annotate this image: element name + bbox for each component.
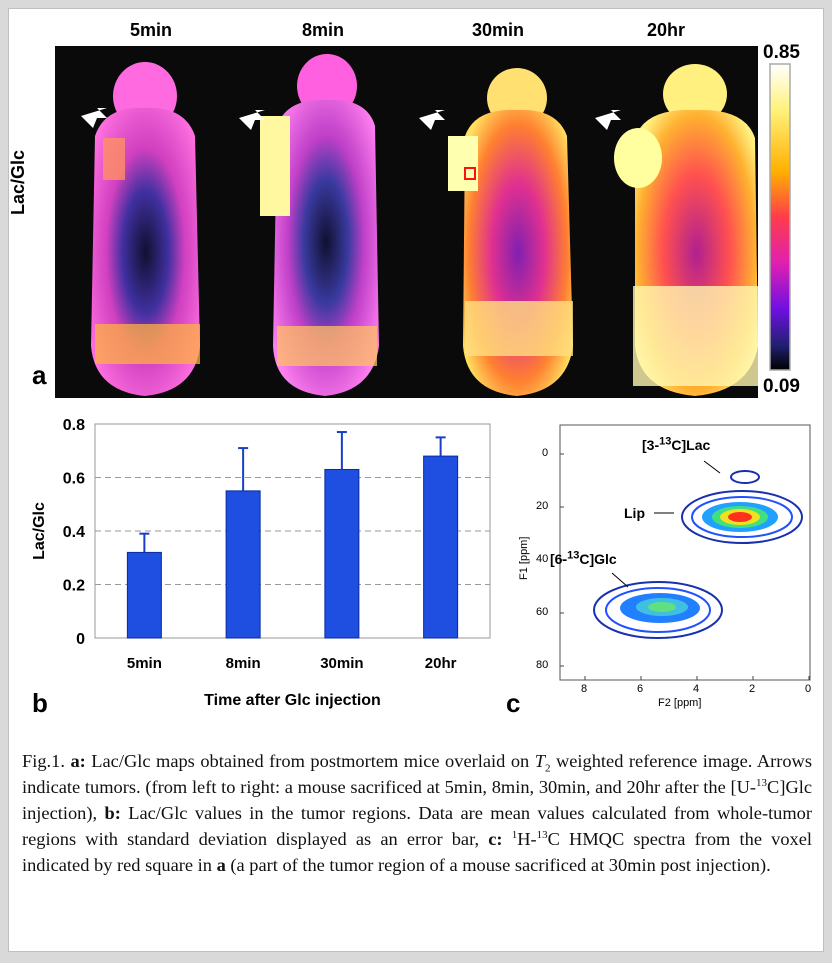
y-tick-label: 0: [76, 631, 85, 648]
c-xtick-0: 0: [805, 683, 812, 695]
c-xtick-8: 8: [581, 683, 588, 695]
bar: [225, 490, 261, 639]
y-tick-label: 0.6: [63, 471, 85, 488]
lip-annotation: Lip: [624, 505, 645, 521]
time-label-5min: 5min: [130, 20, 173, 40]
y-axis-label: Lac/Glc: [31, 502, 48, 560]
lac-lip-peak: [681, 470, 803, 544]
x-axis-label: Time after Glc injection: [204, 692, 381, 709]
y-tick-label: 0.2: [63, 578, 85, 595]
mouse-30min: [448, 68, 573, 396]
y-tick-label: 0.8: [63, 417, 85, 434]
colorbar: [769, 63, 791, 371]
x-tick-label: 5min: [127, 655, 162, 672]
mouse-20hr: [614, 64, 758, 396]
c-xtick-4: 4: [693, 683, 700, 695]
x-tick-label: 8min: [226, 655, 261, 672]
panel-a-image: [55, 46, 818, 398]
x-tick-label: 30min: [320, 655, 363, 672]
c-xtick-6: 6: [637, 683, 644, 695]
time-label-20hr: 20hr: [647, 20, 686, 40]
c-ytick-40: 40: [536, 553, 549, 565]
bar: [126, 551, 162, 639]
c-ylabel: F1 [ppm]: [518, 536, 530, 580]
panel-c-letter: c: [506, 688, 521, 718]
glc-peak: [593, 581, 723, 639]
colorbar-min-label: 0.09: [763, 376, 800, 397]
bar: [324, 468, 360, 639]
colorbar-max-label: 0.85: [763, 42, 800, 63]
hmqc-spectrum-plot: [559, 424, 811, 681]
bar: [423, 455, 459, 639]
tumor-arrows: [81, 108, 621, 130]
figure-caption: Fig.1. a: Lac/Glc maps obtained from pos…: [22, 751, 812, 875]
c-xtick-2: 2: [749, 683, 756, 695]
time-label-8min: 8min: [302, 20, 345, 40]
c-ytick-80: 80: [536, 659, 549, 671]
c-ytick-20: 20: [536, 500, 549, 512]
mouse-8min: [260, 54, 379, 396]
mouse-5min: [91, 62, 200, 396]
x-tick-label: 20hr: [425, 655, 457, 672]
panel-b-letter: b: [32, 688, 48, 718]
c-xlabel: F2 [ppm]: [658, 697, 702, 709]
glc-annotation: [6-13C]Glc: [550, 549, 617, 567]
c-ytick-0: 0: [542, 447, 549, 459]
panel-c: 0 20 40 60 80 8 6 4 2 0 F2 [ppm] F1 [ppm…: [518, 415, 820, 725]
panel-a-letter: a: [32, 360, 47, 390]
time-label-30min: 30min: [472, 20, 525, 40]
panel-a-ylabel: Lac/Glc: [8, 149, 28, 215]
lac-glc-map-image: [55, 46, 791, 398]
panel-b-bar-chart: 0 0.2 0.4 0.6 0.8 5min 8min 30min 20hr Time after…: [31, 417, 491, 709]
y-tick-label: 0.4: [63, 524, 85, 541]
c-ytick-60: 60: [536, 606, 549, 618]
lac-annotation: [3-13C]Lac: [642, 435, 711, 453]
